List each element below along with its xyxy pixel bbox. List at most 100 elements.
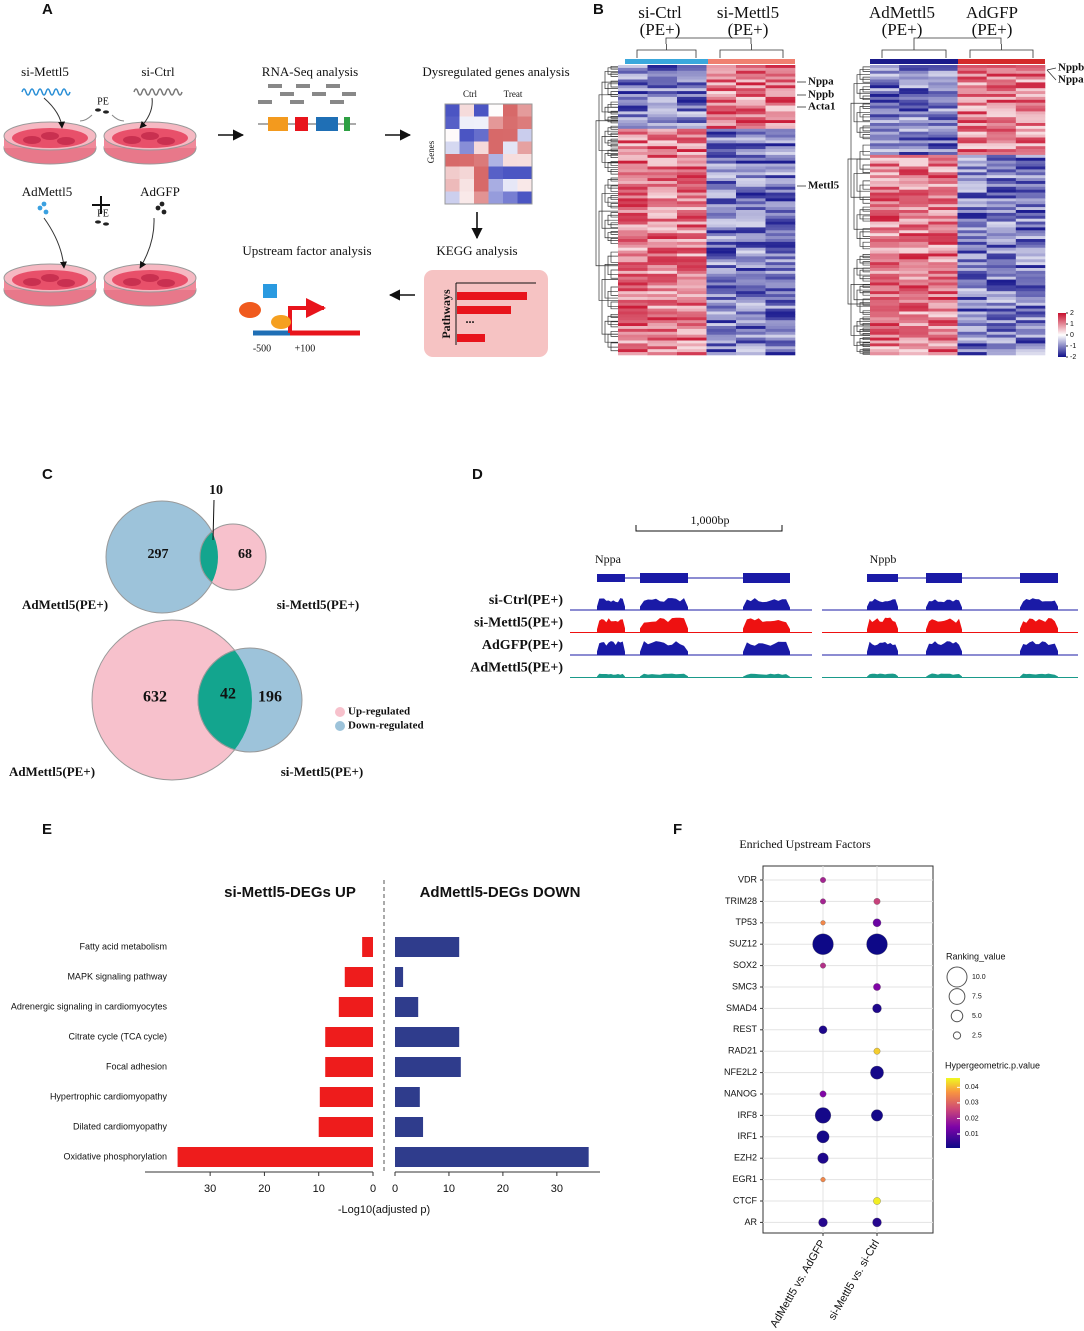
cell [123, 136, 141, 144]
heat-cell [618, 169, 648, 173]
heat-cell [1015, 297, 1046, 301]
heat-cell [765, 343, 796, 347]
heat-cell [899, 218, 929, 222]
heat-cell [870, 96, 900, 101]
heat-cell [736, 244, 766, 248]
dendrogram [610, 119, 618, 124]
heat-cell [899, 67, 929, 72]
dendrogram [862, 267, 870, 273]
heat-cell [618, 123, 648, 127]
heat-cell [928, 149, 958, 153]
group-bar [870, 59, 958, 64]
heat-cell [928, 302, 958, 306]
heat-cell [986, 169, 1017, 173]
heat-cell [677, 210, 707, 214]
heat-cell [870, 146, 900, 150]
heat-cell [899, 178, 929, 182]
heat-cell [899, 224, 929, 228]
heat-cell [736, 169, 766, 173]
dendrogram [610, 91, 618, 97]
heat-cell [765, 108, 796, 112]
heat-cell [899, 88, 929, 92]
heat-cell [765, 192, 796, 196]
dendrogram [853, 173, 870, 230]
heat-cell [677, 285, 707, 289]
heat-cell [677, 288, 707, 292]
cell [41, 132, 59, 140]
dendrogram [856, 158, 870, 192]
y-tick-label: EZH2 [734, 1153, 757, 1163]
heat-cell [647, 192, 678, 196]
set-label: si-Mettl5(PE+) [277, 597, 360, 612]
heat-cell [706, 73, 737, 77]
heat-cell [706, 198, 737, 202]
heat-cell [647, 76, 678, 80]
heat-cell [957, 131, 987, 135]
heat-cell [928, 233, 958, 237]
heat-cell [706, 299, 737, 304]
dendrogram [859, 318, 870, 325]
heat-cell [618, 70, 648, 74]
heat-cell [957, 195, 987, 199]
heat-cell [899, 294, 929, 298]
heat-cell [706, 120, 737, 124]
heat-cell [647, 99, 678, 103]
heat-cell [445, 116, 460, 129]
heat-cell [677, 172, 707, 176]
coverage [597, 641, 625, 655]
heat-cell [647, 297, 678, 301]
heat-cell [1015, 218, 1046, 222]
heat-cell [647, 230, 678, 234]
dendrogram [862, 327, 870, 332]
heat-cell [765, 114, 796, 118]
heat-cell [1015, 247, 1046, 251]
heat-cell [677, 91, 707, 95]
sirna [165, 88, 175, 96]
bubble [872, 918, 882, 928]
heat-cell [899, 70, 929, 74]
heat-cell [765, 250, 796, 254]
colorbar-label: 0.04 [965, 1084, 979, 1091]
dendrogram [610, 195, 618, 200]
heat-cell [899, 125, 929, 130]
group-condition: (PE+) [972, 20, 1013, 39]
legend-label: Down-regulated [348, 720, 424, 732]
heat-cell [618, 131, 648, 135]
heat-cell [765, 227, 796, 231]
heat-cell [765, 88, 796, 92]
heat-cell [899, 328, 929, 333]
gene-label: Nppb [1058, 62, 1084, 74]
dendrogram [604, 153, 618, 169]
heat-cell [899, 85, 929, 89]
heat-cell [618, 305, 648, 309]
dendrogram [859, 69, 870, 80]
heat-cell [1015, 91, 1046, 95]
heat-cell [870, 241, 900, 246]
heat-cell [677, 291, 707, 295]
heat-cell [647, 259, 678, 263]
heat-cell [870, 166, 900, 170]
heat-cell [1015, 328, 1046, 333]
dendrogram [859, 302, 870, 313]
heat-cell [765, 224, 796, 228]
heat-cell [706, 210, 737, 214]
heat-cell [706, 352, 737, 356]
sirna [149, 88, 159, 96]
heat-cell [957, 67, 987, 72]
heat-cell [618, 268, 648, 272]
heat-cell [736, 82, 766, 86]
heat-cell [736, 117, 766, 121]
heat-cell [765, 340, 796, 344]
heat-cell [736, 108, 766, 112]
bubble [820, 898, 826, 905]
heat-cell [957, 166, 987, 170]
count: 68 [238, 547, 252, 562]
heat-cell [957, 328, 987, 333]
heat-cell [706, 233, 737, 237]
heat-cell [706, 163, 737, 167]
heat-cell [647, 285, 678, 289]
heat-cell [677, 346, 707, 350]
pe [95, 108, 101, 112]
heat-cell [1015, 227, 1046, 231]
category-label: MAPK signaling pathway [67, 971, 167, 981]
